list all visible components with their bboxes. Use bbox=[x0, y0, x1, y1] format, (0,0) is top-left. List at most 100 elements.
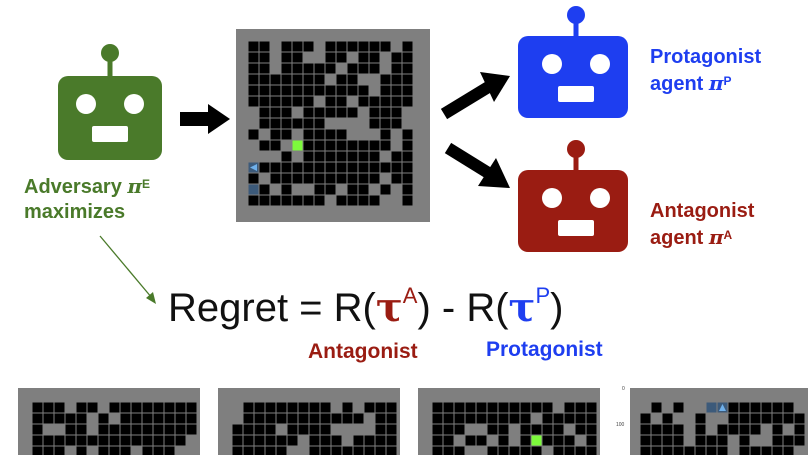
maze-floor-cell bbox=[761, 446, 772, 455]
maze-floor-cell bbox=[358, 96, 369, 107]
bottom-maze-4 bbox=[630, 388, 808, 455]
maze-floor-cell bbox=[358, 63, 369, 74]
protagonist-name: Protagonist bbox=[650, 46, 762, 68]
antagonist-policy-superscript: A bbox=[723, 228, 733, 242]
agent-path-cell bbox=[706, 402, 717, 413]
maze-floor-cell bbox=[375, 424, 386, 435]
maze-floor-cell bbox=[386, 446, 397, 455]
maze-floor-cell bbox=[717, 446, 728, 455]
protagonist-robot-icon bbox=[518, 6, 628, 118]
maze-floor-cell bbox=[380, 184, 391, 195]
maze-floor-cell bbox=[391, 162, 402, 173]
maze-floor-cell bbox=[695, 446, 706, 455]
maze-floor-cell bbox=[292, 96, 303, 107]
maze-floor-cell bbox=[498, 413, 509, 424]
adversary-verb: maximizes bbox=[24, 201, 126, 223]
maze-floor-cell bbox=[186, 413, 197, 424]
maze-floor-cell bbox=[772, 413, 783, 424]
maze-floor-cell bbox=[564, 413, 575, 424]
maze-floor-cell bbox=[575, 402, 586, 413]
maze-floor-cell bbox=[391, 107, 402, 118]
maze-floor-cell bbox=[265, 446, 276, 455]
maze-floor-cell bbox=[369, 162, 380, 173]
maze-floor-cell bbox=[281, 107, 292, 118]
maze-floor-cell bbox=[309, 413, 320, 424]
maze-floor-cell bbox=[391, 74, 402, 85]
maze-floor-cell bbox=[292, 195, 303, 206]
maze-floor-cell bbox=[662, 435, 673, 446]
maze-floor-cell bbox=[402, 173, 413, 184]
maze-floor-cell bbox=[783, 402, 794, 413]
maze-floor-cell bbox=[314, 63, 325, 74]
maze-floor-cell bbox=[347, 85, 358, 96]
maze-floor-cell bbox=[259, 162, 270, 173]
maze-floor-cell bbox=[303, 140, 314, 151]
maze-floor-cell bbox=[761, 402, 772, 413]
maze-floor-cell bbox=[347, 173, 358, 184]
maze-floor-cell bbox=[761, 413, 772, 424]
maze-floor-cell bbox=[375, 402, 386, 413]
maze-floor-cell bbox=[640, 435, 651, 446]
maze-floor-cell bbox=[391, 63, 402, 74]
maze-floor-cell bbox=[248, 41, 259, 52]
maze-floor-cell bbox=[531, 446, 542, 455]
maze-floor-cell bbox=[32, 402, 43, 413]
maze-floor-cell bbox=[325, 162, 336, 173]
maze-floor-cell bbox=[772, 446, 783, 455]
maze-floor-cell bbox=[454, 402, 465, 413]
protagonist-policy-symbol: π bbox=[708, 71, 724, 95]
maze-floor-cell bbox=[531, 424, 542, 435]
maze-floor-cell bbox=[336, 85, 347, 96]
maze-floor-cell bbox=[380, 74, 391, 85]
maze-floor-cell bbox=[553, 446, 564, 455]
maze-floor-cell bbox=[575, 424, 586, 435]
maze-floor-cell bbox=[76, 402, 87, 413]
maze-floor-cell bbox=[640, 446, 651, 455]
maze-floor-cell bbox=[364, 402, 375, 413]
agent-marker-icon bbox=[719, 404, 726, 411]
maze-floor-cell bbox=[153, 446, 164, 455]
maze-floor-cell bbox=[309, 424, 320, 435]
maze-floor-cell bbox=[739, 435, 750, 446]
maze-floor-cell bbox=[750, 402, 761, 413]
maze-floor-cell bbox=[673, 446, 684, 455]
maze-floor-cell bbox=[43, 435, 54, 446]
maze-floor-cell bbox=[243, 424, 254, 435]
arrow-right-icon bbox=[180, 104, 230, 134]
maze-floor-cell bbox=[109, 435, 120, 446]
maze-floor-cell bbox=[54, 413, 65, 424]
maze-floor-cell bbox=[254, 446, 265, 455]
maze-floor-cell bbox=[553, 435, 564, 446]
antagonist-label: Antagonist agent πA bbox=[650, 198, 754, 251]
maze-floor-cell bbox=[380, 162, 391, 173]
maze-floor-cell bbox=[292, 52, 303, 63]
maze-floor-cell bbox=[575, 446, 586, 455]
maze-floor-cell bbox=[783, 446, 794, 455]
maze-floor-cell bbox=[164, 435, 175, 446]
maze-floor-cell bbox=[342, 446, 353, 455]
maze-floor-cell bbox=[673, 424, 684, 435]
maze-floor-cell bbox=[292, 74, 303, 85]
maze-floor-cell bbox=[142, 402, 153, 413]
maze-floor-cell bbox=[454, 424, 465, 435]
maze-floor-cell bbox=[386, 402, 397, 413]
maze-floor-cell bbox=[153, 435, 164, 446]
maze-floor-cell bbox=[706, 435, 717, 446]
maze-floor-cell bbox=[325, 173, 336, 184]
maze-floor-cell bbox=[309, 435, 320, 446]
maze-floor-cell bbox=[432, 402, 443, 413]
maze-floor-cell bbox=[303, 118, 314, 129]
maze-floor-cell bbox=[586, 446, 597, 455]
maze-floor-cell bbox=[325, 85, 336, 96]
maze-floor-cell bbox=[32, 446, 43, 455]
maze-floor-cell bbox=[358, 151, 369, 162]
maze-floor-cell bbox=[380, 96, 391, 107]
maze-floor-cell bbox=[695, 413, 706, 424]
maze-floor-cell bbox=[706, 446, 717, 455]
regret-equation: Regret = R(τA) - R(τP) bbox=[168, 283, 563, 338]
maze-floor-cell bbox=[43, 402, 54, 413]
maze-floor-cell bbox=[336, 52, 347, 63]
maze-floor-cell bbox=[443, 402, 454, 413]
maze-floor-cell bbox=[270, 118, 281, 129]
maze-floor-cell bbox=[325, 129, 336, 140]
